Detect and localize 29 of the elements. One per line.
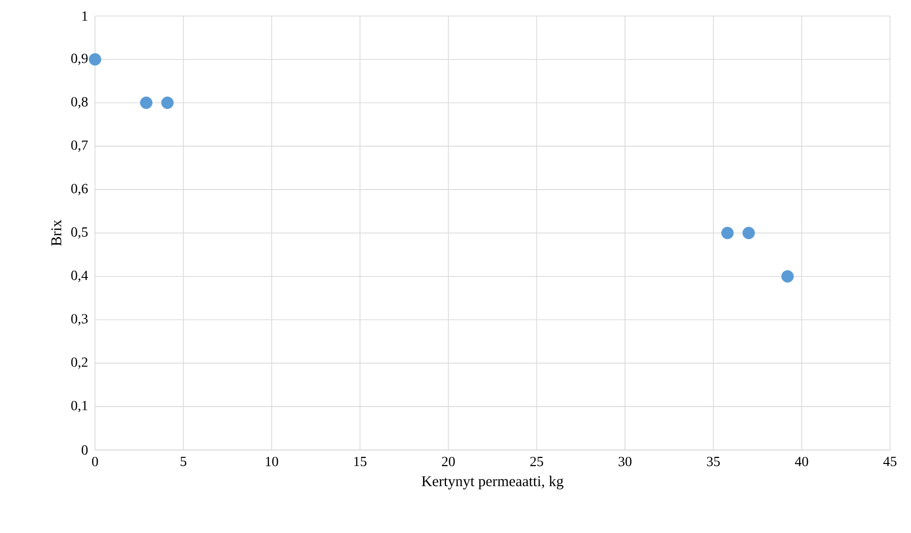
point <box>161 96 174 109</box>
point <box>140 96 152 109</box>
x-tick-label: 15 <box>354 456 366 466</box>
y-tick-label: 0,2 <box>71 357 88 369</box>
point <box>88 53 102 66</box>
y-tick-label: 0,3 <box>71 314 88 326</box>
x-tick-label: 35 <box>707 456 720 466</box>
y-tick-label: 0,8 <box>71 97 88 108</box>
y-tick-label: 0,5 <box>71 227 88 239</box>
point <box>742 226 755 240</box>
x-tick-label: 25 <box>530 456 544 466</box>
point <box>721 226 734 240</box>
x-tick-label: 5 <box>180 456 186 466</box>
y-tick-label: 0,6 <box>71 184 88 196</box>
x-tick-label: 30 <box>618 456 632 466</box>
y-tick-label: 0,1 <box>71 400 88 412</box>
y-tick-label: 1 <box>82 11 88 21</box>
x-tick-label: 0 <box>92 456 98 466</box>
y-tick-label: 0,9 <box>71 54 88 66</box>
y-tick-label: 0,4 <box>71 270 88 282</box>
x-axis-title: Kertynyt permeaatti, kg <box>422 476 564 490</box>
y-axis-title: Brix <box>51 220 62 246</box>
x-tick-label: 20 <box>442 456 455 466</box>
point <box>781 270 794 283</box>
y-tick-label: 0 <box>82 445 88 455</box>
y-tick-label: 0,7 <box>71 140 88 152</box>
x-tick-label: 45 <box>883 456 896 466</box>
x-tick-label: 10 <box>266 456 278 466</box>
x-tick-label: 40 <box>794 456 808 466</box>
